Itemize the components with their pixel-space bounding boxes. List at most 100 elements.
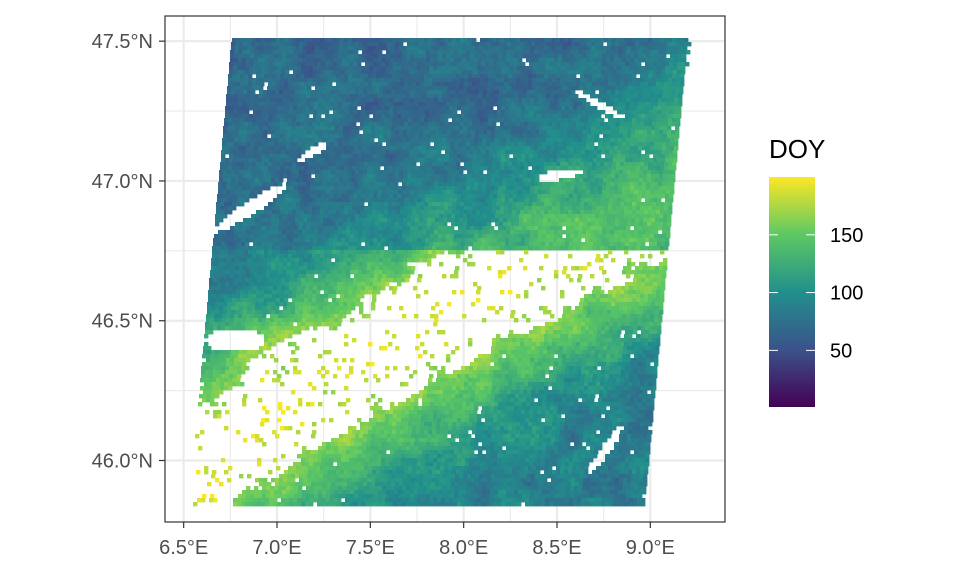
raster-cell [355, 174, 360, 179]
raster-cell [579, 126, 584, 131]
raster-cell [659, 86, 664, 91]
raster-cell [645, 66, 650, 71]
raster-cell [408, 162, 413, 167]
raster-cell [267, 46, 272, 51]
raster-cell [398, 54, 403, 59]
raster-cell [665, 154, 670, 159]
raster-cell [417, 114, 422, 119]
raster-cell [390, 94, 395, 99]
raster-cell [418, 98, 423, 103]
raster-cell [628, 166, 633, 171]
raster-cell [348, 206, 353, 211]
raster-cell [274, 94, 279, 99]
raster-cell [392, 118, 397, 123]
raster-cell [339, 174, 344, 179]
raster-cell [294, 146, 299, 151]
raster-cell [434, 102, 439, 107]
raster-cell [522, 102, 527, 107]
raster-cell [480, 74, 485, 79]
raster-cell [356, 210, 361, 215]
raster-cell [243, 134, 248, 139]
raster-cell [491, 134, 496, 139]
raster-cell [584, 202, 589, 207]
raster-cell [226, 94, 231, 99]
raster-cell [620, 78, 625, 83]
raster-cell [339, 126, 344, 131]
raster-cell [392, 210, 397, 215]
raster-cell [223, 126, 228, 131]
raster-cell [615, 178, 620, 183]
raster-cell [643, 90, 648, 95]
raster-cell [462, 142, 467, 147]
raster-cell [534, 94, 539, 99]
raster-cell [241, 158, 246, 163]
raster-cell [224, 210, 229, 215]
raster-cell [375, 86, 380, 91]
raster-cell [369, 154, 374, 159]
raster-cell [228, 118, 233, 123]
raster-cell [464, 74, 469, 79]
raster-cell [387, 126, 392, 131]
raster-cell [504, 206, 509, 211]
raster-cell [618, 138, 623, 143]
raster-cell [327, 170, 332, 175]
raster-cell [401, 66, 406, 71]
raster-cell [574, 98, 579, 103]
raster-cell [448, 166, 453, 171]
raster-cell [624, 118, 629, 123]
raster-cell [270, 98, 275, 103]
raster-cell [438, 146, 443, 151]
raster-cell [407, 130, 412, 135]
raster-cell [500, 122, 505, 127]
raster-cell [238, 102, 243, 107]
raster-cell [475, 90, 480, 95]
raster-cell [420, 202, 425, 207]
raster-cell [633, 150, 638, 155]
raster-cell [378, 182, 383, 187]
raster-cell [497, 194, 502, 199]
raster-cell [482, 190, 487, 195]
raster-cell [511, 174, 516, 179]
raster-cell [285, 198, 290, 203]
raster-cell [353, 150, 358, 155]
raster-cell [333, 154, 338, 159]
raster-cell [423, 170, 428, 175]
raster-cell [622, 98, 627, 103]
raster-cell [403, 130, 408, 135]
raster-cell [645, 110, 650, 115]
raster-cell [505, 70, 510, 75]
raster-cell [520, 38, 525, 43]
raster-cell [541, 114, 546, 119]
raster-cell [478, 102, 483, 107]
raster-cell [560, 82, 565, 87]
raster-cell [285, 110, 290, 115]
raster-cell [339, 46, 344, 51]
raster-cell [421, 154, 426, 159]
raster-cell [426, 58, 431, 63]
raster-cell [316, 162, 321, 167]
raster-cell [257, 62, 262, 67]
raster-cell [564, 206, 569, 211]
raster-cell [292, 122, 297, 127]
raster-cell [510, 50, 515, 55]
raster-cell [396, 74, 401, 79]
raster-cell [579, 46, 584, 51]
raster-cell [242, 146, 247, 151]
raster-cell [669, 198, 674, 203]
raster-cell [369, 62, 374, 67]
raster-cell [386, 58, 391, 63]
raster-cell [272, 38, 277, 43]
raster-cell [245, 62, 250, 67]
raster-cell [654, 54, 659, 59]
raster-cell [414, 98, 419, 103]
raster-cell [475, 174, 480, 179]
raster-cell [548, 74, 553, 79]
raster-cell [387, 90, 392, 95]
raster-cell [242, 102, 247, 107]
raster-cell [436, 74, 441, 79]
raster-cell [323, 130, 328, 135]
raster-cell [581, 66, 586, 71]
raster-cell [241, 70, 246, 75]
raster-cell [477, 198, 482, 203]
raster-cell [382, 138, 387, 143]
